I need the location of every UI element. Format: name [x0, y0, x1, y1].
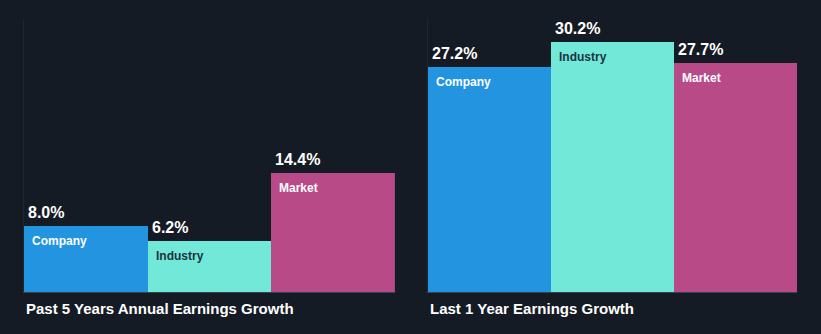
svg-text:Last 1 Year Earnings Growth: Last 1 Year Earnings Growth: [430, 300, 634, 317]
svg-text:Market: Market: [682, 71, 721, 85]
svg-text:27.7%: 27.7%: [678, 41, 723, 58]
svg-text:14.4%: 14.4%: [275, 151, 320, 168]
svg-text:27.2%: 27.2%: [432, 45, 477, 62]
svg-text:Market: Market: [279, 181, 318, 195]
svg-text:6.2%: 6.2%: [152, 219, 188, 236]
svg-text:Industry: Industry: [559, 50, 607, 64]
svg-text:Past 5 Years Annual Earnings G: Past 5 Years Annual Earnings Growth: [26, 300, 294, 317]
svg-text:Company: Company: [436, 75, 491, 89]
svg-text:Industry: Industry: [156, 249, 204, 263]
svg-text:8.0%: 8.0%: [28, 204, 64, 221]
svg-text:30.2%: 30.2%: [555, 20, 600, 37]
svg-text:Company: Company: [32, 234, 87, 248]
